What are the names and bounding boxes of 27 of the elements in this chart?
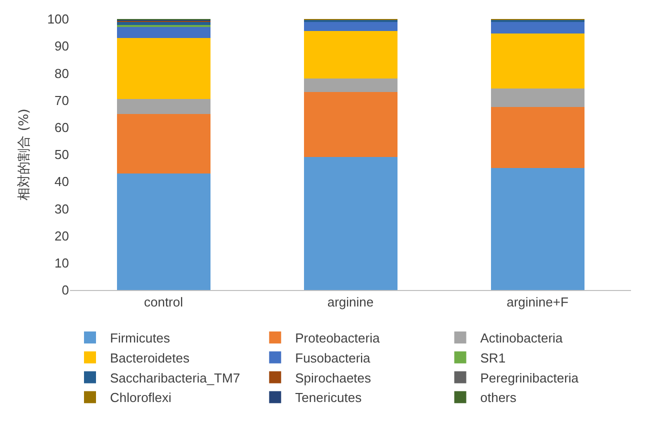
legend-label: Saccharibacteria_TM7	[110, 370, 240, 386]
legend-label: SR1	[480, 350, 506, 366]
legend-label: Proteobacteria	[295, 330, 380, 346]
y-tick-label: 60	[54, 120, 69, 135]
x-tick-label: arginine	[327, 294, 374, 310]
legend-label: Chloroflexi	[110, 390, 172, 406]
x-tick-label: arginine+F	[506, 294, 568, 310]
legend-label: Bacteroidetes	[110, 350, 190, 366]
y-tick-label: 70	[54, 92, 69, 108]
y-tick-label: 80	[54, 66, 69, 81]
legend-label: Fusobacteria	[295, 350, 372, 366]
y-tick-label: 10	[54, 255, 69, 270]
y-tick-label: 0	[62, 282, 69, 298]
x-tick-label: control	[144, 294, 184, 310]
legend-label: Tenericutes	[295, 390, 362, 406]
y-tick-label: 20	[54, 228, 69, 244]
y-tick-label: 100	[47, 12, 69, 27]
y-axis-title: 相対的割合 (%)	[16, 108, 32, 200]
y-tick-label: 40	[54, 174, 69, 190]
y-tick-label: 30	[54, 201, 69, 216]
legend-label: Actinobacteria	[480, 330, 564, 346]
legend-label: Spirochaetes	[295, 370, 372, 386]
legend-label: Firmicutes	[110, 330, 170, 346]
legend-label: others	[480, 390, 517, 406]
legend-label: Peregrinibacteria	[480, 370, 580, 386]
y-tick-label: 90	[54, 38, 69, 54]
y-tick-label: 50	[54, 147, 69, 162]
